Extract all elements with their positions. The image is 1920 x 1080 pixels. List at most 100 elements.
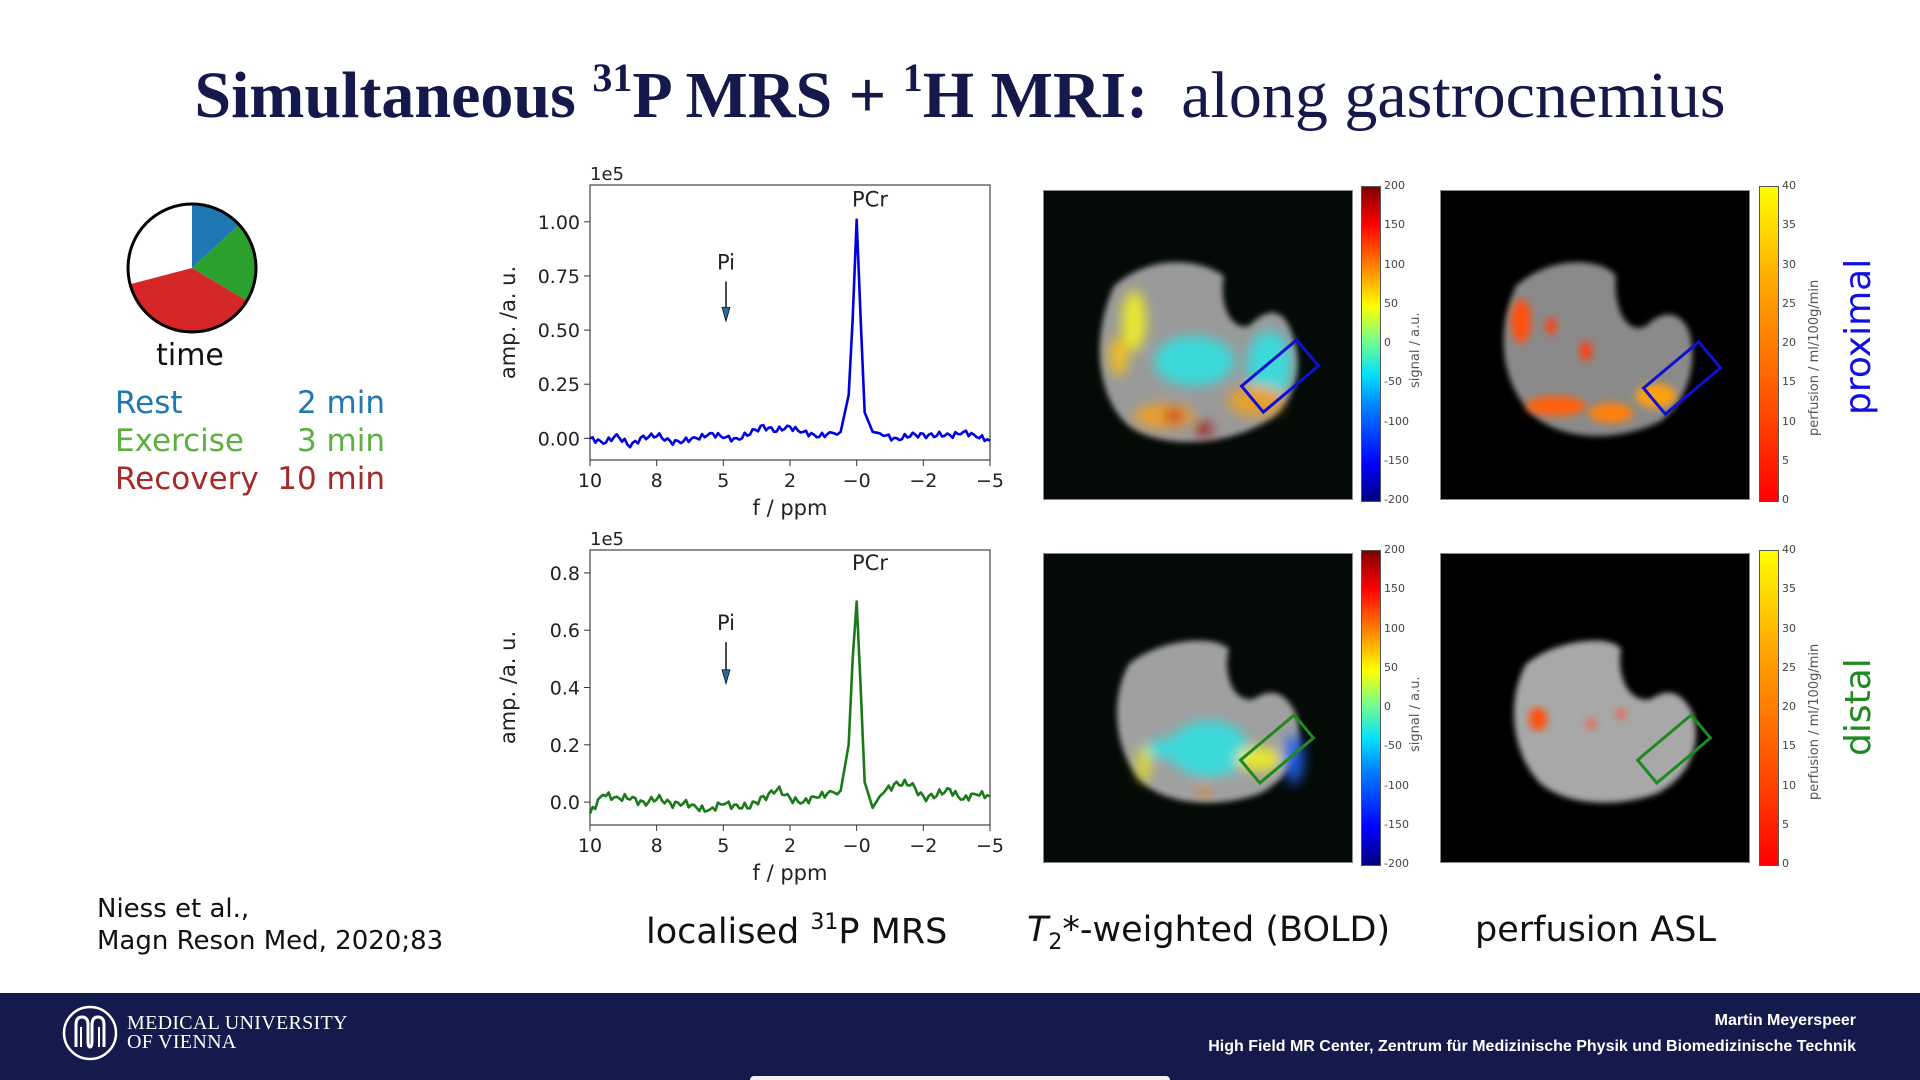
svg-text:8: 8 [651, 470, 663, 492]
pie-slice-remaining [128, 204, 192, 284]
asl-image-proximal [1440, 190, 1750, 500]
spectrum-chart-distal: 1e5 0.0 0.2 0.4 0.6 0.8 10 8 5 2 −0 −2 −5 f / ppm amp.… [496, 529, 1004, 885]
caption-bold: T2*-weighted (BOLD) [1027, 910, 1391, 955]
svg-text:−0: −0 [843, 470, 871, 492]
colorbar-tick: -200 [1384, 857, 1409, 870]
svg-text:Pi: Pi [717, 250, 735, 274]
colorbar-tick: 150 [1384, 582, 1405, 596]
colorbar-asl-distal [1759, 550, 1779, 866]
svg-text:1.00: 1.00 [538, 212, 580, 234]
title-part4: along gastrocnemius [1148, 59, 1726, 132]
colorbar-label-asl-distal: perfusion / ml/100g/min [1807, 643, 1822, 800]
pie-slice-exercise [192, 225, 256, 301]
time-pie-chart [126, 202, 258, 334]
svg-text:5: 5 [717, 470, 729, 492]
colorbar-label-bold-proximal: signal / a.u. [1408, 312, 1423, 388]
svg-text:0.50: 0.50 [538, 320, 580, 342]
title-part3: H MRI: [922, 59, 1149, 132]
colorbar-tick: 0 [1782, 493, 1789, 506]
asl-image-distal [1440, 553, 1750, 863]
svg-text:0.4: 0.4 [550, 678, 580, 700]
colorbar-tick: 5 [1782, 817, 1789, 831]
colorbar-tick: 5 [1782, 453, 1789, 467]
colorbar-tick: 20 [1782, 336, 1796, 349]
pie-slice-rest [192, 204, 239, 268]
pie-slice-recovery [131, 268, 247, 332]
colorbar-tick: 15 [1782, 375, 1796, 389]
colorbar-tick: -100 [1384, 778, 1409, 792]
svg-text:−5: −5 [976, 835, 1004, 857]
svg-text:Pi: Pi [717, 611, 735, 635]
colorbar-tick: 40 [1782, 179, 1796, 192]
colorbar-label-bold-distal: signal / a.u. [1408, 676, 1423, 752]
colorbar-tick: -50 [1384, 375, 1402, 389]
caption-mrs: localised 31P MRS [646, 910, 948, 953]
svg-text:8: 8 [651, 835, 663, 857]
colorbar-tick: 150 [1384, 218, 1405, 232]
svg-text:2: 2 [784, 835, 796, 857]
colorbar-tick: 35 [1782, 218, 1796, 232]
colorbar-tick: 15 [1782, 739, 1796, 753]
title-part2: P MRS + [632, 59, 903, 132]
title-sup-31: 31 [592, 55, 633, 100]
svg-text:−2: −2 [909, 470, 937, 492]
svg-text:amp. /a. u.: amp. /a. u. [496, 266, 520, 379]
colorbar-bold-proximal [1361, 186, 1381, 502]
row-label-proximal: proximal [1838, 258, 1879, 415]
colorbar-tick: 25 [1782, 660, 1796, 674]
phase-rest: Rest 2 min [115, 385, 385, 421]
slide-title: Simultaneous 31P MRS + 1H MRI: along gas… [0, 58, 1920, 134]
colorbar-tick: 0 [1384, 336, 1391, 349]
svg-text:0.8: 0.8 [550, 563, 580, 585]
colorbar-tick: 10 [1782, 414, 1796, 428]
colorbar-tick: 30 [1782, 621, 1796, 635]
svg-text:0.00: 0.00 [538, 428, 580, 450]
colorbar-tick: 25 [1782, 296, 1796, 310]
colorbar-tick: 35 [1782, 582, 1796, 596]
colorbar-tick: 30 [1782, 257, 1796, 271]
row-label-distal: distal [1838, 658, 1879, 756]
colorbar-tick: 200 [1384, 543, 1405, 556]
svg-text:0.75: 0.75 [538, 266, 580, 288]
footer-bar: MEDICAL UNIVERSITY OF VIENNA Martin Meye… [0, 993, 1920, 1080]
svg-text:−5: −5 [976, 470, 1004, 492]
svg-text:10: 10 [578, 835, 602, 857]
colorbar-tick: -200 [1384, 493, 1409, 506]
svg-text:2: 2 [784, 470, 796, 492]
citation: Niess et al., Magn Reson Med, 2020;83 [97, 894, 444, 956]
svg-text:0.6: 0.6 [550, 620, 580, 642]
colorbar-tick: -100 [1384, 414, 1409, 428]
spectrum-chart-proximal: 1e5 0.00 0.25 0.50 0.75 1.00 10 8 5 2 −0 −2 −5 f / pp… [496, 164, 1004, 520]
scrollbar-thumb[interactable] [750, 1076, 1170, 1080]
colorbar-asl-proximal [1759, 186, 1779, 502]
phase-exercise: Exercise 3 min [115, 423, 385, 459]
svg-text:PCr: PCr [852, 188, 888, 212]
colorbar-tick: -150 [1384, 817, 1409, 831]
svg-text:0.2: 0.2 [550, 735, 580, 757]
institute-name: High Field MR Center, Zentrum für Medizi… [1208, 1038, 1856, 1055]
colorbar-tick: 40 [1782, 543, 1796, 556]
colorbar-tick: 100 [1384, 621, 1405, 635]
svg-text:5: 5 [717, 835, 729, 857]
svg-text:0.25: 0.25 [538, 374, 580, 396]
colorbar-tick: 10 [1782, 778, 1796, 792]
svg-text:−2: −2 [909, 835, 937, 857]
bold-image-proximal [1043, 190, 1353, 500]
svg-text:amp. /a. u.: amp. /a. u. [496, 631, 520, 744]
svg-text:f / ppm: f / ppm [753, 861, 828, 885]
colorbar-tick: 0 [1782, 857, 1789, 870]
university-logo-icon [62, 1005, 118, 1061]
colorbar-label-asl-proximal: perfusion / ml/100g/min [1807, 279, 1822, 436]
colorbar-tick: 50 [1384, 296, 1398, 310]
colorbar-tick: 20 [1782, 700, 1796, 713]
svg-text:1e5: 1e5 [590, 529, 624, 550]
colorbar-tick: 100 [1384, 257, 1405, 271]
phase-recovery: Recovery 10 min [115, 461, 385, 497]
colorbar-tick: 200 [1384, 179, 1405, 192]
caption-asl: perfusion ASL [1475, 910, 1716, 950]
colorbar-tick: 50 [1384, 660, 1398, 674]
author-name: Martin Meyerspeer [1714, 1012, 1856, 1029]
svg-text:f / ppm: f / ppm [753, 496, 828, 520]
pie-label: time [156, 338, 224, 373]
svg-text:1e5: 1e5 [590, 164, 624, 185]
